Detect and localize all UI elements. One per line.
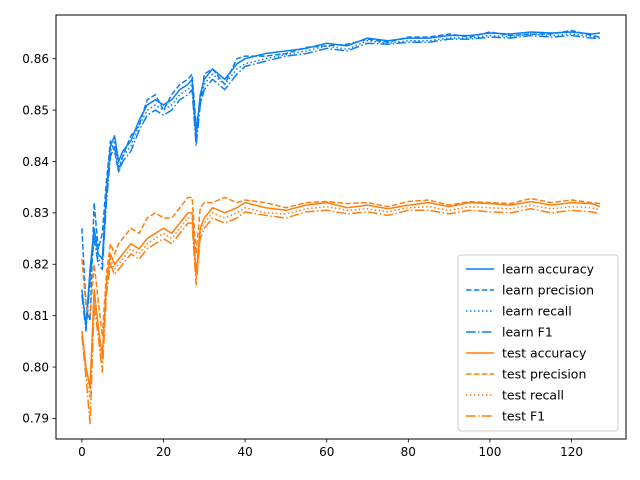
series-line-test-f1 [81, 208, 601, 425]
legend-label: test accuracy [502, 346, 587, 361]
y-tick-label: 0.85 [22, 103, 49, 117]
series-line-learn-recall [81, 33, 601, 327]
legend-label: test recall [502, 388, 564, 403]
legend: learn accuracy learn precision learn recal… [457, 254, 619, 432]
y-tick-label: 0.79 [22, 412, 49, 426]
series-line-learn-precision [81, 29, 601, 322]
legend-label: learn F1 [502, 325, 553, 340]
y-tick-label: 0.80 [22, 360, 49, 374]
x-tick-label: 60 [319, 445, 334, 459]
series-line-test-recall [81, 204, 601, 399]
y-tick-label: 0.81 [22, 309, 49, 323]
series-line-learn-f1 [81, 34, 601, 332]
legend-label: test precision [502, 367, 586, 382]
x-tick-label: 100 [478, 445, 501, 459]
legend-label: test F1 [502, 409, 545, 424]
x-tick-label: 40 [237, 445, 252, 459]
legend-label: learn recall [502, 304, 572, 319]
plot-frame [55, 14, 627, 440]
y-tick-label: 0.83 [22, 206, 49, 220]
legend-box [457, 254, 619, 432]
y-tick-label: 0.86 [22, 52, 49, 66]
y-tick-label: 0.84 [22, 155, 49, 169]
series-line-test-accuracy [81, 200, 601, 389]
x-tick-label: 0 [78, 445, 86, 459]
y-axis: 0.79 0.80 0.81 0.82 0.83 0.84 0.85 0.86 [22, 52, 56, 426]
x-axis: 0 20 40 60 80 100 120 [78, 439, 583, 459]
series-layer [81, 29, 601, 425]
legend-label: learn precision [502, 283, 594, 298]
legend-label: learn accuracy [502, 262, 595, 277]
series-line-test-precision [81, 196, 601, 337]
x-tick-label: 80 [401, 445, 416, 459]
y-tick-label: 0.82 [22, 258, 49, 272]
x-tick-label: 20 [156, 445, 171, 459]
x-tick-label: 120 [560, 445, 583, 459]
